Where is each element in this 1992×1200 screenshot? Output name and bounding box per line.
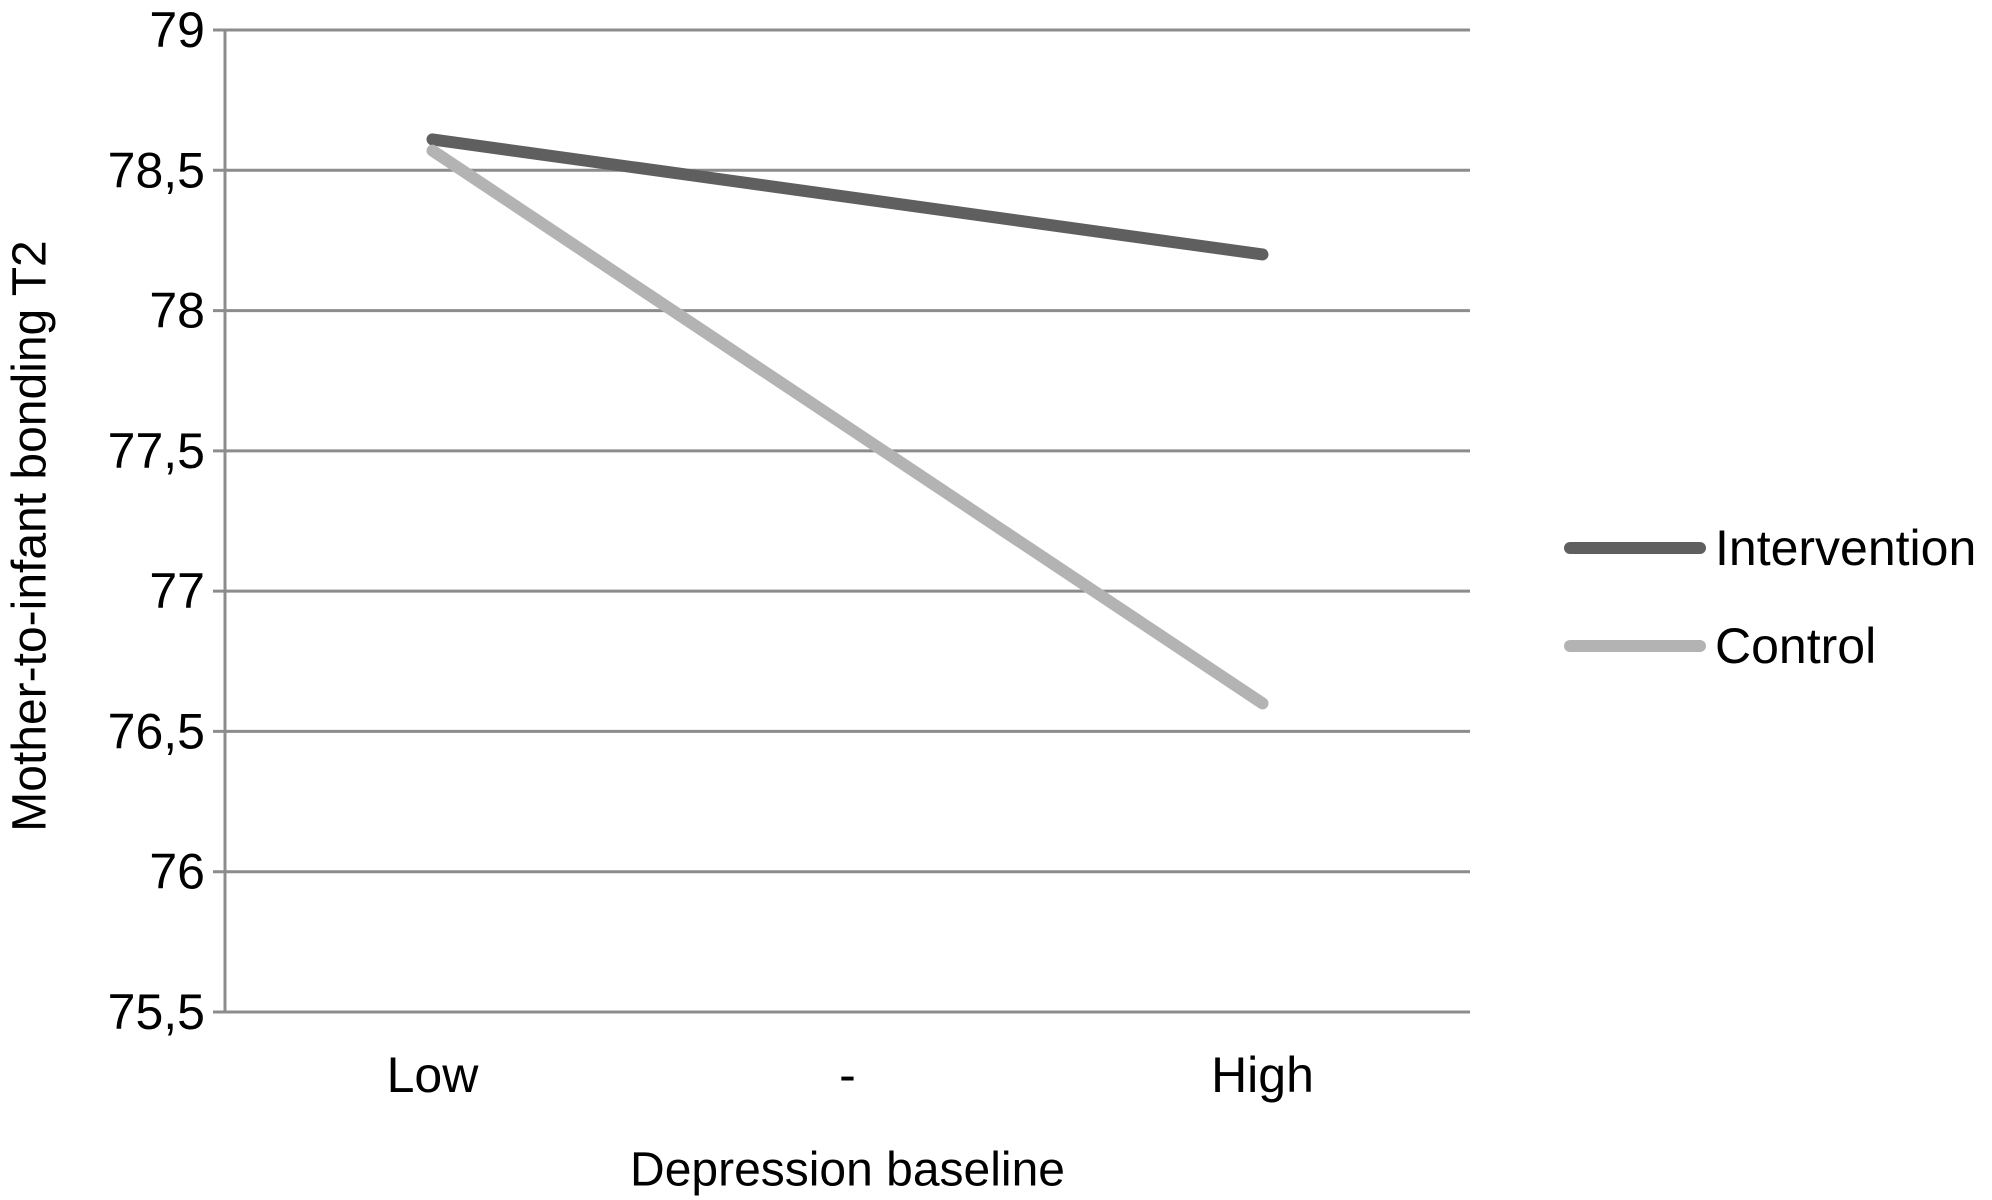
x-tick-label: Low bbox=[387, 1047, 480, 1103]
series-line-control bbox=[426, 144, 1269, 710]
series-lines bbox=[426, 133, 1269, 710]
y-tick-label: 76,5 bbox=[108, 703, 205, 759]
y-tick-label: 77,5 bbox=[108, 423, 205, 479]
y-tick-label: 79 bbox=[149, 2, 205, 58]
y-axis-title: Mother-to-infant bonding T2 bbox=[4, 240, 57, 831]
y-tick-label: 77 bbox=[149, 563, 205, 619]
x-tick-labels: Low - High bbox=[387, 1047, 1314, 1103]
y-tick-label: 78,5 bbox=[108, 142, 205, 198]
x-axis-title: Depression baseline bbox=[630, 1144, 1065, 1197]
y-tick-label: 75,5 bbox=[108, 984, 205, 1040]
legend-label-control: Control bbox=[1715, 618, 1876, 674]
legend-label-intervention: Intervention bbox=[1715, 520, 1976, 576]
y-tick-labels: 75,5 76 76,5 77 77,5 78 78,5 79 bbox=[108, 2, 205, 1040]
legend: Intervention Control bbox=[1564, 520, 1976, 674]
x-tick-label: - bbox=[839, 1047, 856, 1103]
y-tick-label: 78 bbox=[149, 283, 205, 339]
grid-lines bbox=[213, 28, 1470, 1014]
x-tick-label: High bbox=[1211, 1047, 1314, 1103]
y-tick-label: 76 bbox=[149, 844, 205, 900]
series-line-intervention bbox=[426, 133, 1269, 261]
